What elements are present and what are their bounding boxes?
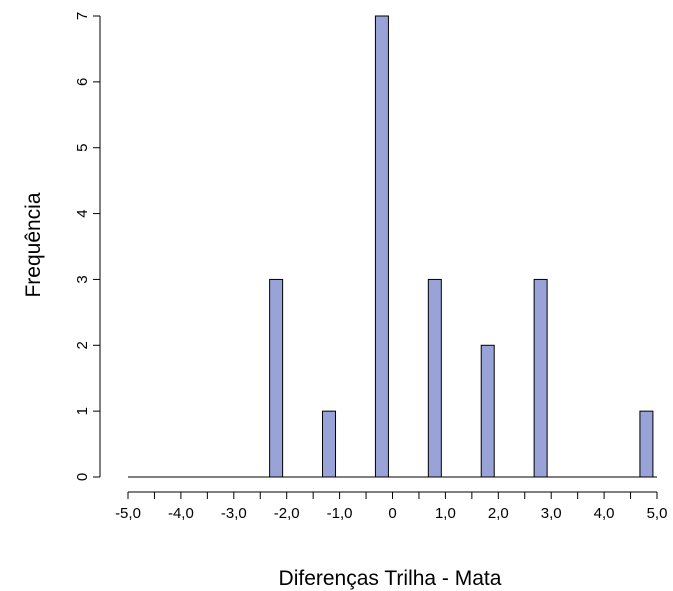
histogram-bar	[427, 278, 442, 478]
x-axis-title: Diferenças Trilha - Mata	[279, 567, 502, 590]
x-tick-label: -2,0	[274, 505, 300, 522]
y-tick-label: 7	[74, 12, 91, 20]
x-tick-label: -3,0	[221, 505, 247, 522]
histogram-bar	[374, 15, 389, 478]
y-tick-label: 4	[74, 209, 91, 217]
y-tick-label: 3	[74, 275, 91, 283]
x-tick-label: -1,0	[327, 505, 353, 522]
x-tick-label: 1,0	[435, 505, 456, 522]
x-tick-label: 2,0	[488, 505, 509, 522]
y-tick-label: 6	[74, 78, 91, 86]
bars	[128, 15, 657, 478]
y-axis-title: Frequência	[22, 192, 45, 297]
y-axis: 0 1 2 3 4 5 6 7	[74, 12, 101, 481]
x-tick-label: -5,0	[115, 505, 141, 522]
histogram-bar	[322, 410, 337, 478]
y-tick-label: 5	[74, 144, 91, 152]
histogram-bar	[480, 344, 495, 478]
x-tick-label: 4,0	[594, 505, 615, 522]
y-tick-label: 0	[74, 473, 91, 481]
histogram-bar	[269, 278, 284, 478]
x-tick-label: 3,0	[541, 505, 562, 522]
histogram-bar	[639, 410, 654, 478]
y-tick-label: 2	[74, 341, 91, 349]
x-tick-label: 0	[388, 505, 396, 522]
y-tick-label: 1	[74, 407, 91, 415]
x-tick-label: 5,0	[647, 505, 668, 522]
histogram-bar	[533, 278, 548, 478]
x-axis: -5,0 -4,0 -3,0 -2,0 -1,0 0 1,0 2,0 3,0 4,0 5,0	[115, 491, 668, 522]
x-tick-label: -4,0	[168, 505, 194, 522]
